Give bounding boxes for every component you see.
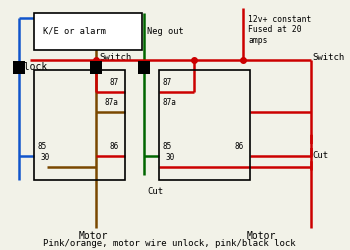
Text: 12v+ constant
Fused at 20
amps: 12v+ constant Fused at 20 amps bbox=[248, 15, 312, 45]
Text: 87a: 87a bbox=[104, 98, 118, 107]
Text: 30: 30 bbox=[166, 153, 175, 162]
Text: Neg out: Neg out bbox=[147, 27, 184, 36]
Bar bbox=[90, 61, 103, 74]
Text: 87: 87 bbox=[109, 78, 118, 87]
Text: Switch: Switch bbox=[100, 53, 132, 62]
Bar bbox=[159, 70, 250, 180]
Bar bbox=[34, 12, 142, 50]
Text: Cut: Cut bbox=[147, 187, 163, 196]
Text: Pink/orange, motor wire unlock, pink/black lock: Pink/orange, motor wire unlock, pink/bla… bbox=[43, 238, 295, 248]
Text: 87a: 87a bbox=[162, 98, 176, 107]
Bar bbox=[138, 61, 150, 74]
Text: 87: 87 bbox=[162, 78, 172, 87]
Text: Motor: Motor bbox=[78, 231, 108, 241]
Text: 86: 86 bbox=[109, 142, 118, 151]
Text: 30: 30 bbox=[41, 153, 50, 162]
Text: 86: 86 bbox=[234, 142, 244, 151]
Text: K/E or alarm: K/E or alarm bbox=[43, 27, 106, 36]
Text: Cut: Cut bbox=[313, 150, 329, 160]
Text: 85: 85 bbox=[162, 142, 172, 151]
Text: Unlock: Unlock bbox=[12, 62, 47, 72]
Text: Switch: Switch bbox=[313, 53, 345, 62]
Text: Motor: Motor bbox=[247, 231, 276, 241]
Bar bbox=[34, 70, 125, 180]
Bar bbox=[13, 61, 25, 74]
Text: 85: 85 bbox=[37, 142, 47, 151]
